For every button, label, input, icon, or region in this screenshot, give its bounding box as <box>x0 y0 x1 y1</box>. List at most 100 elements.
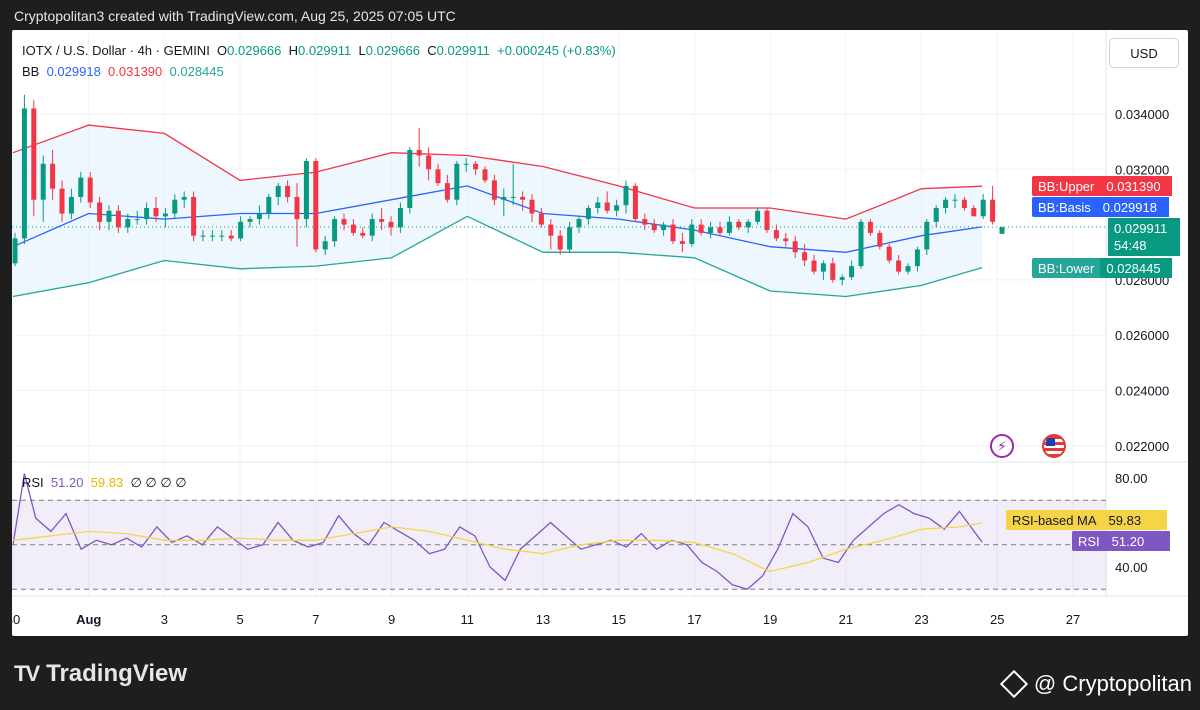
candle-body-71 <box>679 241 685 244</box>
candle-body-1 <box>21 108 27 239</box>
candle-body-32 <box>313 161 319 250</box>
candle-body-78 <box>745 221 751 228</box>
candle-body-70 <box>670 224 676 242</box>
candle-body-42 <box>407 149 413 209</box>
bb-upper-tag-label: BB:Upper <box>1032 176 1101 196</box>
bb-legend: BB 0.029918 0.031390 0.028445 <box>22 64 224 79</box>
rsi-tick-0: 80.00 <box>1115 471 1148 486</box>
ohlc-legend: IOTX / U.S. Dollar · 4h · GEMINI O0.0296… <box>22 43 616 58</box>
candle-body-55 <box>529 199 535 214</box>
credit: @ Cryptopolitan <box>999 669 1192 699</box>
rsi-tag-value: 51.20 <box>1105 531 1170 551</box>
candle-body-63 <box>604 202 610 211</box>
countdown-value: 54:48 <box>1114 238 1147 253</box>
candle-body-8 <box>87 177 93 203</box>
price-tick-0: 0.034000 <box>1115 107 1169 122</box>
candle-body-28 <box>275 185 281 197</box>
candle-body-69 <box>661 224 667 231</box>
currency-button[interactable]: USD <box>1109 38 1179 68</box>
candle-body-75 <box>717 227 723 233</box>
candle-body-90 <box>858 221 864 267</box>
rsi-label[interactable]: RSI <box>22 475 44 490</box>
time-tick-8: 15 <box>611 612 625 627</box>
candle-body-72 <box>689 224 695 244</box>
candle-body-76 <box>726 221 732 233</box>
rsi-value: 51.20 <box>50 475 84 490</box>
price-tick-5: 0.022000 <box>1115 439 1169 454</box>
candle-body-33 <box>322 241 328 250</box>
high-value: 0.029911 <box>298 43 352 58</box>
bb-fill <box>13 125 983 297</box>
rsi-ma-tag-label: RSI-based MA <box>1006 510 1103 530</box>
candle-body-34 <box>332 219 338 242</box>
candle-body-30 <box>294 196 300 220</box>
bb-basis-tag: BB:Basis 0.029918 <box>1032 197 1169 217</box>
candle-body-7 <box>78 177 84 197</box>
candle-body-92 <box>877 232 883 247</box>
credit-text: @ Cryptopolitan <box>1033 671 1192 696</box>
candle-body-21 <box>209 235 215 237</box>
candle-body-49 <box>473 163 479 170</box>
time-tick-14: 27 <box>1066 612 1080 627</box>
candle-body-26 <box>256 213 262 220</box>
candle-body-47 <box>454 163 460 200</box>
chart-header: Cryptopolitan3 created with TradingView.… <box>14 8 456 24</box>
rsi-extra: ∅ ∅ ∅ ∅ <box>130 475 187 490</box>
candle-body-56 <box>538 213 544 225</box>
bb-lower-tag-value: 0.028445 <box>1100 258 1173 278</box>
price-tick-3: 0.026000 <box>1115 328 1169 343</box>
chart-canvas[interactable]: 0.0340000.0320000.0280000.0260000.024000… <box>12 30 1188 636</box>
bb-upper-tag-value: 0.031390 <box>1100 176 1173 196</box>
candle-body-13 <box>134 219 140 221</box>
candle-body-0 <box>12 238 18 264</box>
time-tick-12: 23 <box>914 612 928 627</box>
candle-body-60 <box>576 219 582 228</box>
symbol-label[interactable]: IOTX / U.S. Dollar · 4h · GEMINI <box>22 43 210 58</box>
candle-body-97 <box>924 221 930 250</box>
candle-body-37 <box>360 232 366 236</box>
bolt-icon[interactable]: ⚡ <box>990 434 1014 458</box>
candle-body-87 <box>830 263 836 280</box>
rsi-ma-tag: RSI-based MA 59.83 <box>1006 510 1167 530</box>
time-tick-10: 19 <box>763 612 777 627</box>
rsi-ma-line <box>12 522 983 573</box>
candle-body-99 <box>943 199 949 209</box>
change-value: +0.000245 (+0.83%) <box>497 43 616 58</box>
price-tick-1: 0.032000 <box>1115 162 1169 177</box>
candle-body-50 <box>482 169 488 181</box>
rsi-ma-value: 59.83 <box>90 475 124 490</box>
candle-body-52 <box>501 196 507 200</box>
bb-upper-tag: BB:Upper 0.031390 <box>1032 176 1173 196</box>
candle-body-93 <box>886 246 892 261</box>
candle-body-51 <box>491 180 497 200</box>
candle-body-104 <box>990 199 996 222</box>
time-tick-9: 17 <box>687 612 701 627</box>
tradingview-logo[interactable]: TV TradingView <box>14 660 187 688</box>
candle-body-2 <box>31 108 37 200</box>
time-tick-13: 25 <box>990 612 1004 627</box>
candle-body-101 <box>961 199 967 209</box>
candle-body-15 <box>153 208 159 217</box>
rsi-tag-label: RSI <box>1072 531 1106 551</box>
time-tick-1: Aug <box>76 612 101 627</box>
candle-body-98 <box>933 208 939 222</box>
candle-body-73 <box>698 224 704 233</box>
bb-basis-tag-label: BB:Basis <box>1032 197 1097 217</box>
candle-body-6 <box>68 196 74 214</box>
bb-lower-line <box>12 215 983 298</box>
tradingview-icon: TV <box>14 661 40 686</box>
candle-body-62 <box>595 202 601 209</box>
candle-body-5 <box>59 188 65 214</box>
candle-body-102 <box>971 208 977 217</box>
candle-body-91 <box>867 221 873 233</box>
candle-body-11 <box>115 210 121 228</box>
time-tick-3: 5 <box>237 612 244 627</box>
candle-body-38 <box>369 219 375 236</box>
candle-body-29 <box>285 185 291 197</box>
bb-label[interactable]: BB <box>22 64 40 79</box>
bb-lower-tag: BB:Lower 0.028445 <box>1032 258 1173 278</box>
candle-body-25 <box>247 219 253 222</box>
candle-body-86 <box>820 263 826 272</box>
candle-body-24 <box>238 221 244 239</box>
us-flag-icon[interactable] <box>1042 434 1066 458</box>
